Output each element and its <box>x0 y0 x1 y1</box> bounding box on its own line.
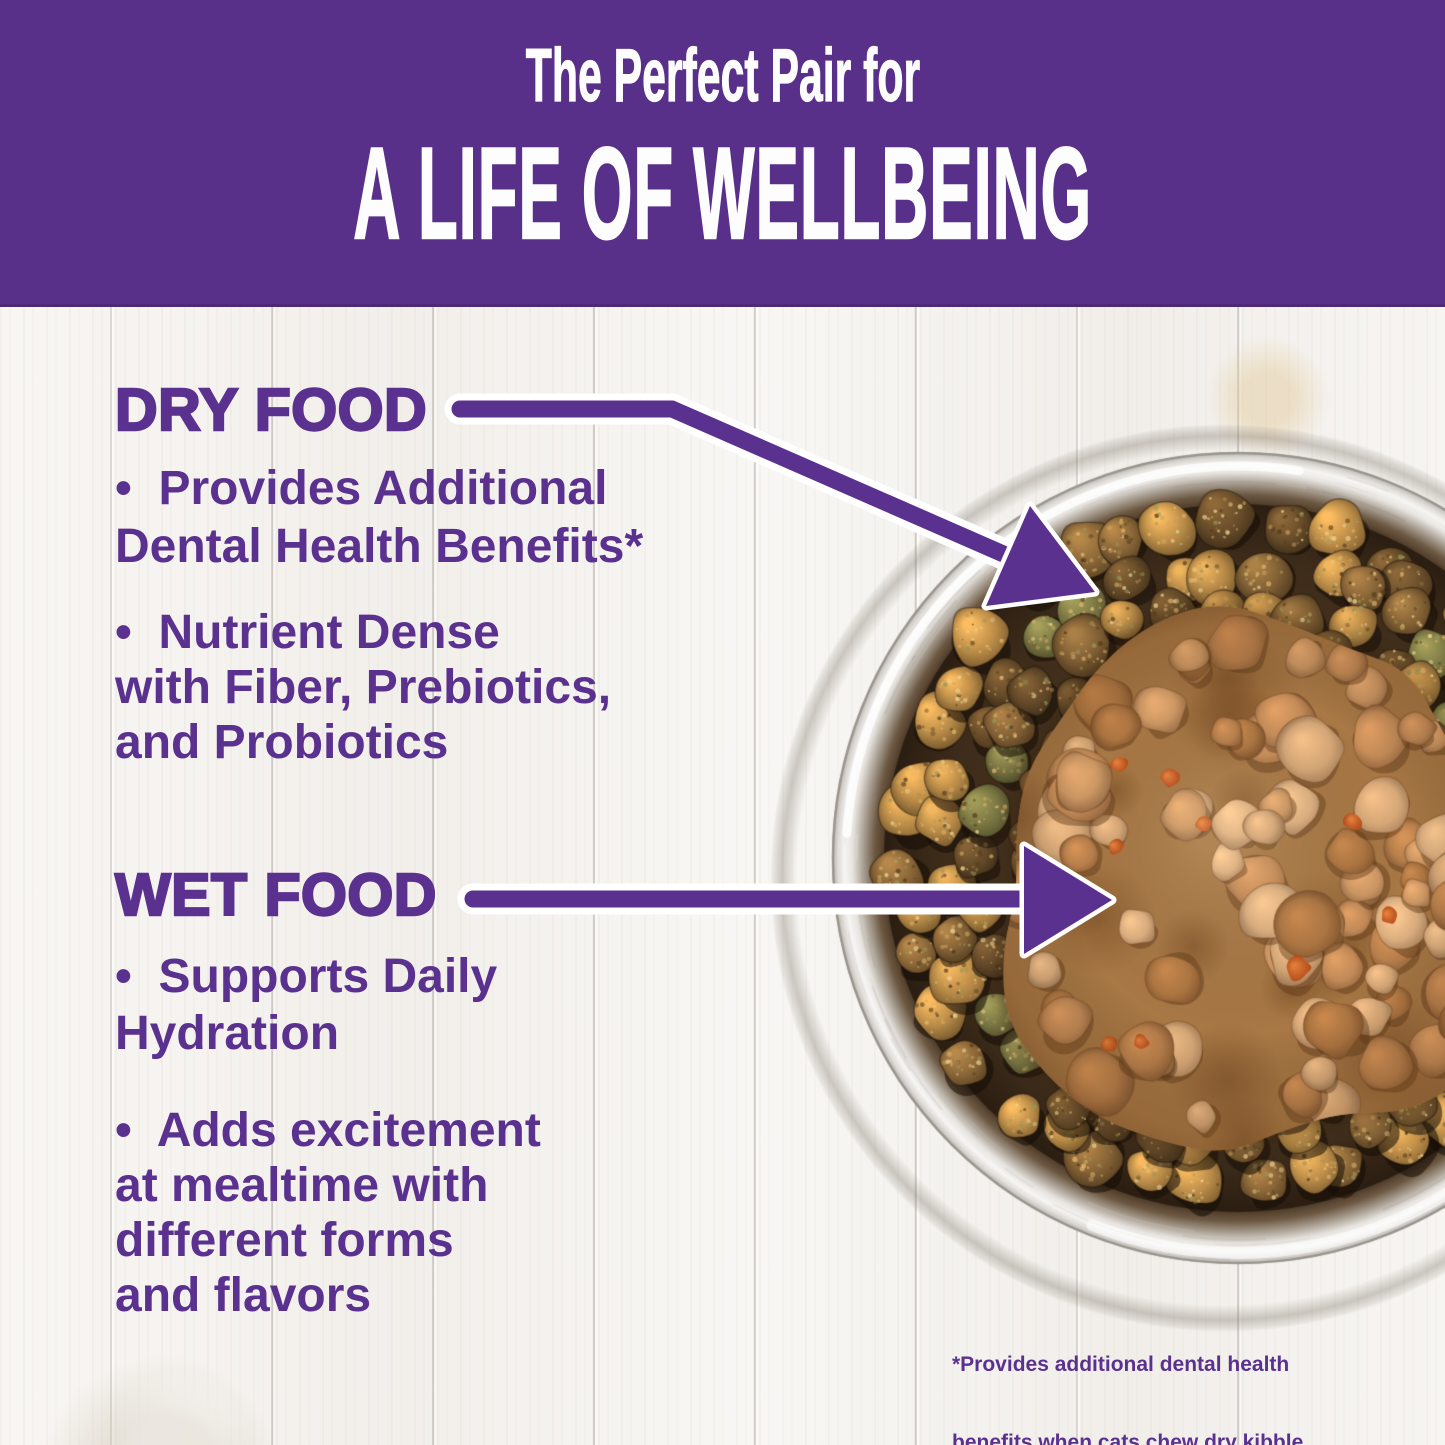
header-subtitle: The Perfect Pair for <box>525 33 920 117</box>
bullet-line: with Fiber, Prebiotics, <box>115 661 612 714</box>
bullet-line: Hydration <box>115 1007 340 1060</box>
bullet-line: and flavors <box>115 1269 372 1322</box>
wet-food-bullet-2: • Adds excitement at mealtime with diffe… <box>115 1103 541 1323</box>
header-banner: The Perfect Pair for A LIFE OF WELLBEING <box>0 0 1445 307</box>
dry-food-title: DRY FOOD <box>114 377 428 443</box>
dry-food-bullet-2: • Nutrient Dense with Fiber, Prebiotics,… <box>115 605 611 770</box>
dry-food-bullet-1: • Provides Additional Dental Health Bene… <box>115 460 643 576</box>
bullet-line: at mealtime with <box>115 1159 489 1212</box>
bullet-line: Dental Health Benefits* <box>115 520 644 573</box>
bullet-line: different forms <box>115 1214 454 1267</box>
bullet-line: • Provides Additional <box>115 462 608 515</box>
bullet-line: and Probiotics <box>115 716 449 769</box>
wet-food-title: WET FOOD <box>114 862 438 928</box>
bullet-line: • Nutrient Dense <box>115 606 500 659</box>
footnote-line: benefits when cats chew dry kibble <box>952 1431 1304 1445</box>
header-title: A LIFE OF WELLBEING <box>352 120 1092 266</box>
wet-food-bullet-1: • Supports Daily Hydration <box>115 948 497 1062</box>
wet-food-arrow <box>457 841 1117 959</box>
bullet-line: • Supports Daily <box>115 950 498 1003</box>
footnote: *Provides additional dental health benef… <box>952 1300 1303 1445</box>
footnote-line: *Provides additional dental health <box>952 1353 1290 1376</box>
bullet-line: • Adds excitement <box>115 1104 541 1157</box>
dry-food-arrow <box>444 393 1100 611</box>
